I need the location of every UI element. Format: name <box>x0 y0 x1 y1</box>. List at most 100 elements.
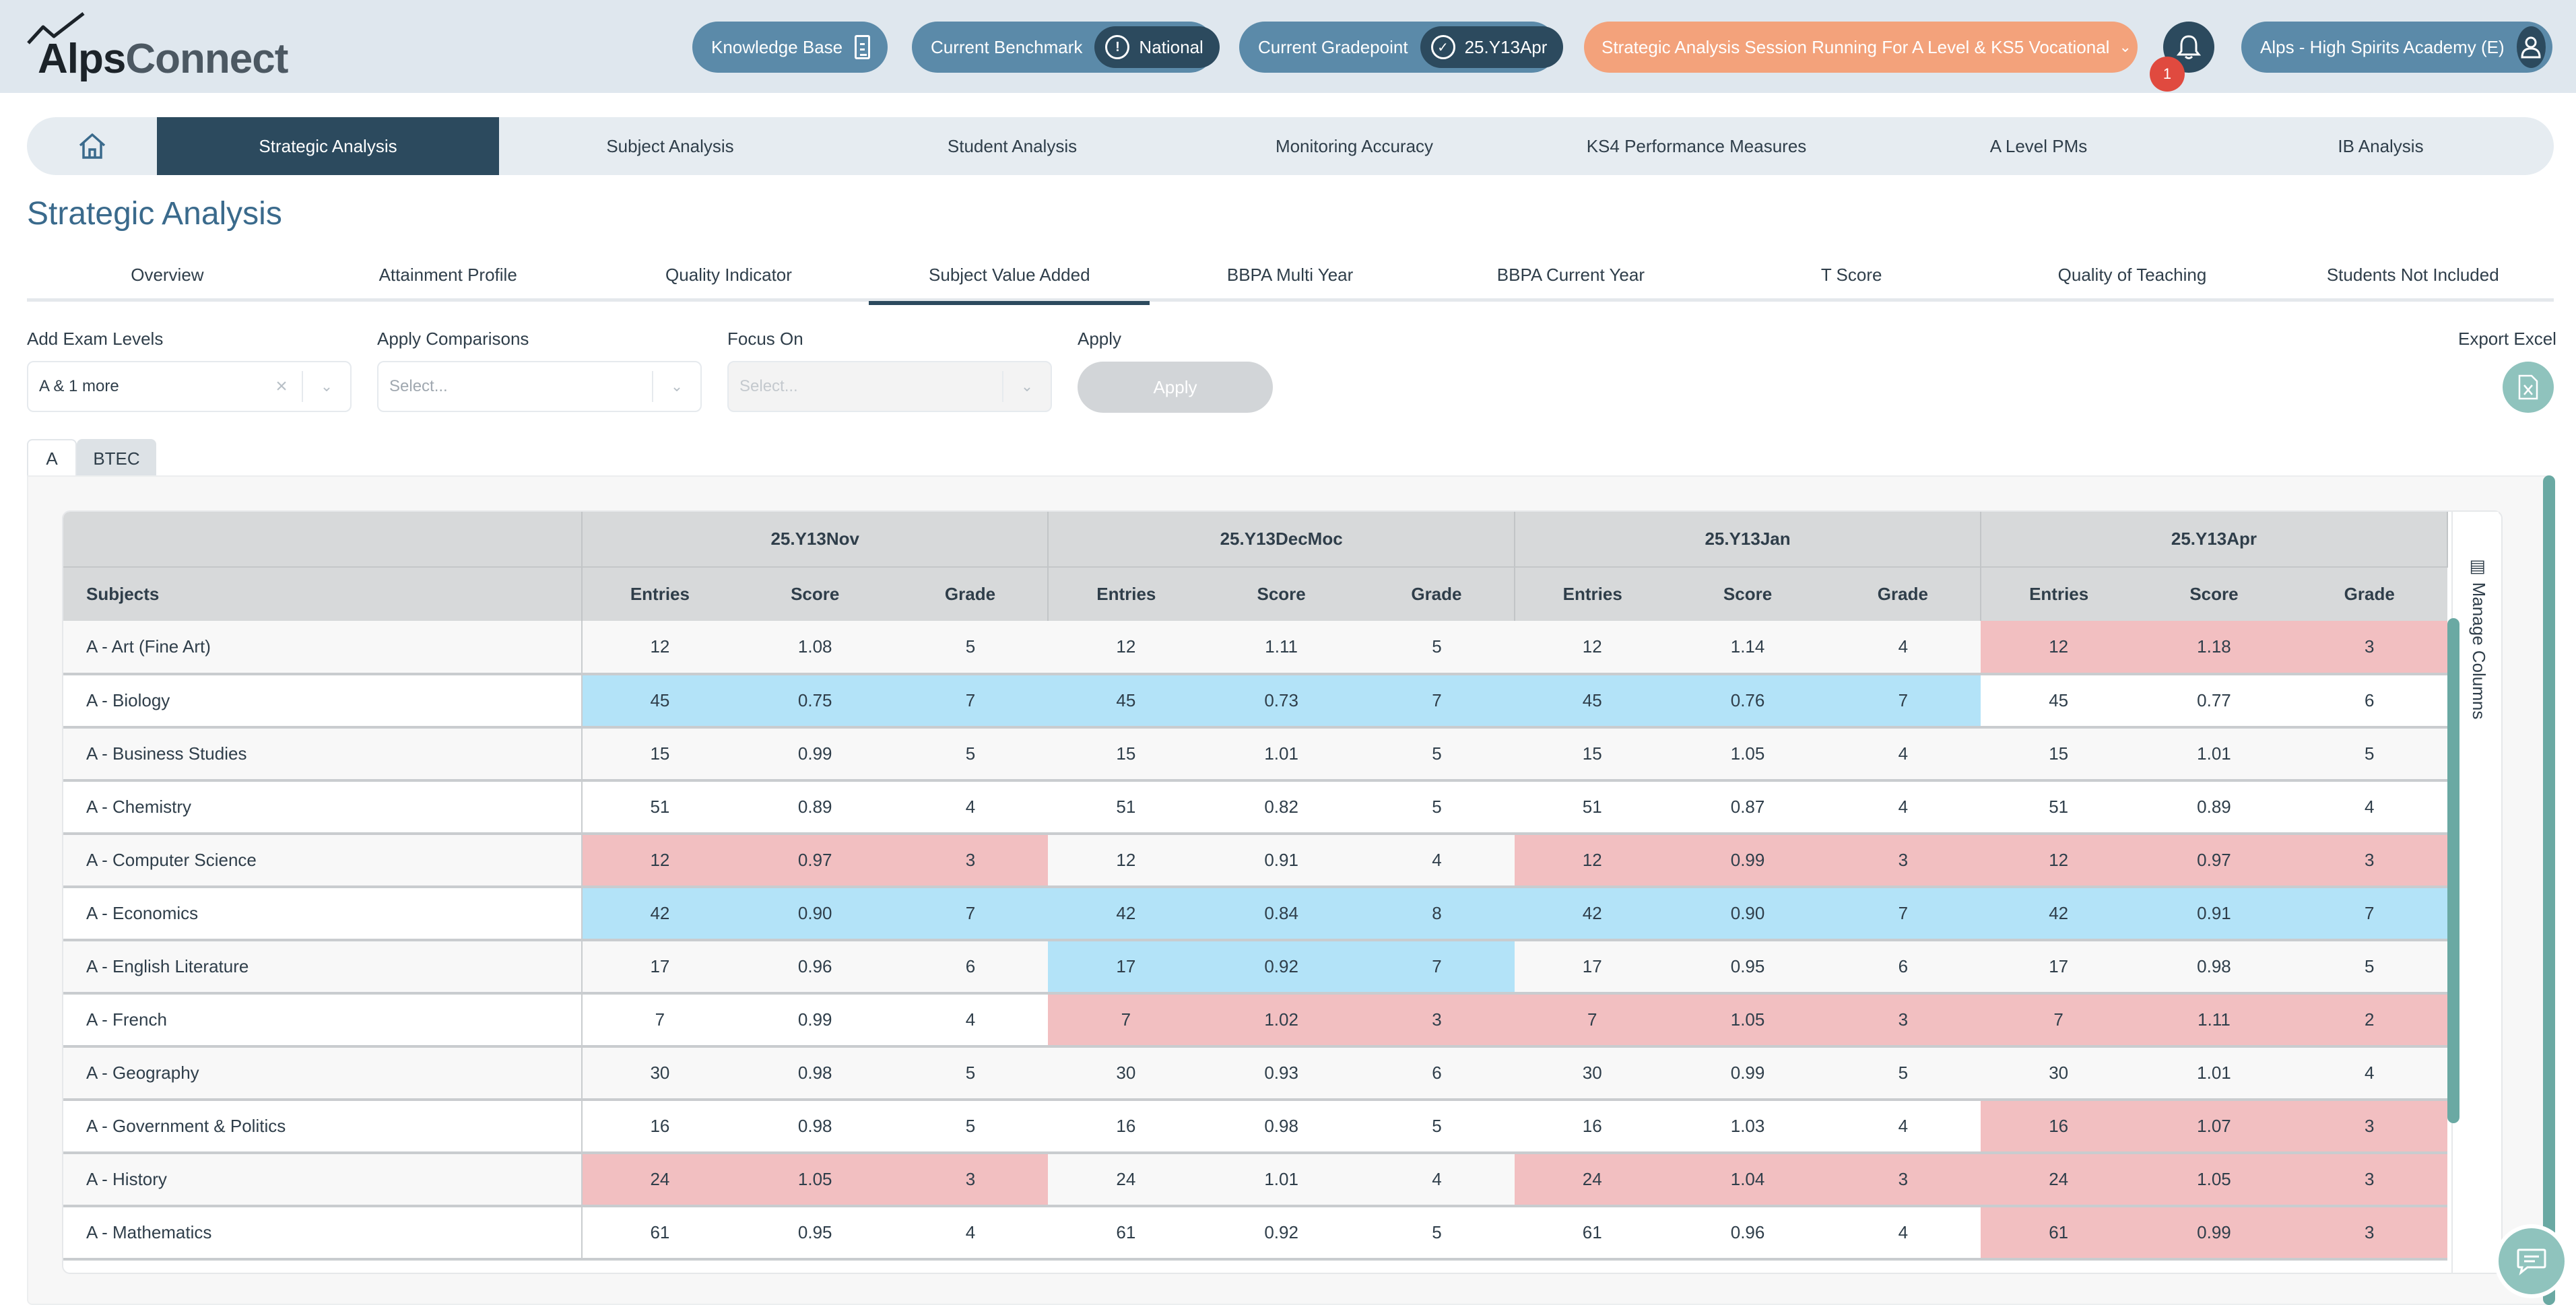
knowledge-base-button[interactable]: Knowledge Base <box>692 22 888 73</box>
subject-cell[interactable]: A - Government & Politics <box>63 1100 583 1154</box>
entries-cell: 24 <box>582 1153 737 1207</box>
column-header-grade[interactable]: Grade <box>1825 566 1981 621</box>
score-cell: 1.01 <box>1203 727 1360 782</box>
column-header-score[interactable]: Score <box>1203 566 1360 621</box>
chevron-down-icon[interactable]: ⌄ <box>670 378 684 395</box>
nav-student-analysis[interactable]: Student Analysis <box>947 135 1078 156</box>
excel-file-icon <box>2518 374 2538 400</box>
clear-icon[interactable]: × <box>275 375 288 397</box>
subject-cell[interactable]: A - Business Studies <box>63 727 583 782</box>
knowledge-base-label: Knowledge Base <box>711 36 843 57</box>
score-cell: 0.95 <box>737 1206 893 1261</box>
nav-monitoring-accuracy[interactable]: Monitoring Accuracy <box>1275 135 1434 156</box>
table-row[interactable]: A - Mathematics 61 0.95 4 61 0.92 5 61 0.96 4 61 0.… <box>63 1206 2447 1261</box>
entries-cell: 45 <box>1048 674 1204 729</box>
table-row[interactable]: A - Art (Fine Art) 12 1.08 5 12 1.11 5 12 1.14 4 1… <box>63 621 2447 675</box>
subjects-column-header[interactable]: Subjects <box>63 566 583 621</box>
entries-cell: 45 <box>582 674 737 729</box>
comparisons-select[interactable]: Select... ⌄ <box>377 361 702 412</box>
current-benchmark-pill[interactable]: Current Benchmark ! National <box>912 22 1220 73</box>
subject-cell[interactable]: A - Art (Fine Art) <box>63 621 583 675</box>
score-cell: 0.99 <box>737 727 893 782</box>
tab-subject-value-added[interactable]: Subject Value Added <box>869 248 1150 305</box>
tab-quality-indicator[interactable]: Quality Indicator <box>665 264 792 285</box>
grade-cell: 5 <box>1359 1206 1515 1261</box>
level-tab-a[interactable]: A <box>27 439 77 477</box>
column-header-grade[interactable]: Grade <box>1359 566 1515 621</box>
subject-cell[interactable]: A - Mathematics <box>63 1206 583 1261</box>
subject-cell[interactable]: A - French <box>63 993 583 1048</box>
nav-ks4-performance-measures[interactable]: KS4 Performance Measures <box>1586 135 1807 156</box>
tab-attainment-profile[interactable]: Attainment Profile <box>378 264 517 285</box>
alps-connect-logo[interactable]: AlpsConnect <box>27 12 288 82</box>
table-row[interactable]: A - Chemistry 51 0.89 4 51 0.82 5 51 0.87 4 51 0.89… <box>63 780 2447 835</box>
apply-button[interactable]: Apply <box>1078 362 1273 413</box>
column-header-entries[interactable]: Entries <box>1047 566 1204 621</box>
home-button[interactable] <box>27 117 157 175</box>
column-header-entries[interactable]: Entries <box>1980 566 2137 621</box>
column-header-grade[interactable]: Grade <box>2291 566 2447 621</box>
nav-strategic-analysis[interactable]: Strategic Analysis <box>157 117 499 175</box>
entries-cell: 15 <box>1514 727 1670 782</box>
table-row[interactable]: A - History 24 1.05 3 24 1.01 4 24 1.04 3 24 1.05 3 <box>63 1153 2447 1207</box>
table-row[interactable]: A - French 7 0.99 4 7 1.02 3 7 1.05 3 7 1.11 2 <box>63 993 2447 1048</box>
page-vertical-scrollbar[interactable] <box>2543 475 2555 1305</box>
table-row[interactable]: A - English Literature 17 0.96 6 17 0.92 7 17 0.… <box>63 940 2447 995</box>
column-header-entries[interactable]: Entries <box>1513 566 1670 621</box>
grade-cell: 3 <box>892 1153 1049 1207</box>
column-header-score[interactable]: Score <box>737 566 893 621</box>
focus-on-label: Focus On <box>727 329 803 349</box>
table-row[interactable]: A - Economics 42 0.90 7 42 0.84 8 42 0.90 7 42 0.91… <box>63 887 2447 941</box>
nav-subject-analysis[interactable]: Subject Analysis <box>606 135 734 156</box>
subject-cell[interactable]: A - Computer Science <box>63 834 583 888</box>
session-dropdown[interactable]: Strategic Analysis Session Running For A… <box>1584 22 2138 73</box>
table-row[interactable]: A - Business Studies 15 0.99 5 15 1.01 5 15 1.05… <box>63 727 2447 782</box>
tab-students-not-included[interactable]: Students Not Included <box>2326 264 2499 285</box>
subject-cell[interactable]: A - Geography <box>63 1046 583 1101</box>
subject-cell[interactable]: A - History <box>63 1153 583 1207</box>
school-account-button[interactable]: Alps - High Spirits Academy (E) <box>2241 22 2552 73</box>
table-row[interactable]: A - Geography 30 0.98 5 30 0.93 6 30 0.99 5 30 1.01… <box>63 1046 2447 1101</box>
table-vertical-scrollbar[interactable] <box>2447 618 2459 1123</box>
grade-cell: 6 <box>1359 1046 1515 1101</box>
current-gradepoint-pill[interactable]: Current Gradepoint ✓ 25.Y13Apr <box>1239 22 1564 73</box>
column-header-grade[interactable]: Grade <box>892 566 1049 621</box>
subject-cell[interactable]: A - Biology <box>63 674 583 729</box>
chevron-down-icon[interactable]: ⌄ <box>320 378 333 395</box>
subject-cell[interactable]: A - Chemistry <box>63 780 583 835</box>
manage-columns-toggle[interactable]: ▥ Manage Columns <box>2468 559 2489 719</box>
chat-button[interactable] <box>2495 1224 2569 1298</box>
tab-quality-of-teaching[interactable]: Quality of Teaching <box>2057 264 2207 285</box>
score-cell: 1.04 <box>1670 1153 1826 1207</box>
exam-levels-select[interactable]: A & 1 more × ⌄ <box>27 361 352 412</box>
entries-cell: 12 <box>582 834 737 888</box>
entries-cell: 42 <box>582 887 737 941</box>
tab-bbpa-current-year[interactable]: BBPA Current Year <box>1496 264 1645 285</box>
tab-t-score[interactable]: T Score <box>1820 264 1882 285</box>
grade-cell: 5 <box>892 727 1049 782</box>
level-tab-btec[interactable]: BTEC <box>77 439 156 477</box>
tab-bbpa-multi-year[interactable]: BBPA Multi Year <box>1226 264 1354 285</box>
score-cell: 0.93 <box>1203 1046 1360 1101</box>
table-row[interactable]: A - Computer Science 12 0.97 3 12 0.91 4 12 0.99… <box>63 834 2447 888</box>
score-cell: 0.95 <box>1670 940 1826 995</box>
subject-cell[interactable]: A - English Literature <box>63 940 583 995</box>
column-header-score[interactable]: Score <box>1670 566 1826 621</box>
nav-a-level-pms[interactable]: A Level PMs <box>1989 135 2088 156</box>
score-cell: 1.08 <box>737 621 893 675</box>
nav-ib-analysis[interactable]: IB Analysis <box>2338 135 2424 156</box>
comparisons-label: Apply Comparisons <box>377 329 529 349</box>
subject-cell[interactable]: A - Economics <box>63 887 583 941</box>
table-row[interactable]: A - Government & Politics 16 0.98 5 16 0.98 5 1… <box>63 1100 2447 1154</box>
grade-cell: 4 <box>892 780 1049 835</box>
entries-cell: 16 <box>1981 1100 2137 1154</box>
chevron-down-icon: ⌄ <box>1020 378 1034 395</box>
table-row[interactable]: A - Biology 45 0.75 7 45 0.73 7 45 0.76 7 45 0.77 6 <box>63 674 2447 729</box>
focus-on-select[interactable]: Select... ⌄ <box>727 361 1052 412</box>
tab-overview[interactable]: Overview <box>131 264 204 285</box>
entries-cell: 30 <box>1048 1046 1204 1101</box>
exam-level-tabs: A BTEC <box>27 439 156 477</box>
column-header-score[interactable]: Score <box>2136 566 2292 621</box>
column-header-entries[interactable]: Entries <box>581 566 737 621</box>
export-excel-button[interactable] <box>2503 362 2554 413</box>
